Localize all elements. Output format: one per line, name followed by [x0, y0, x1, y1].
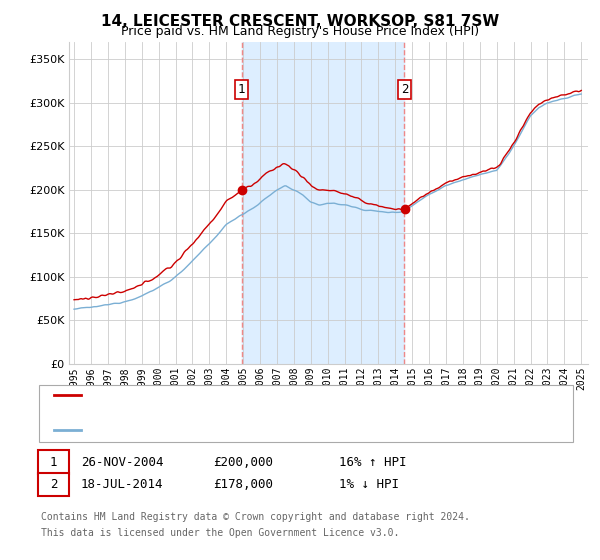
Text: Contains HM Land Registry data © Crown copyright and database right 2024.: Contains HM Land Registry data © Crown c… [41, 512, 470, 522]
Text: 18-JUL-2014: 18-JUL-2014 [81, 478, 163, 491]
Text: 16% ↑ HPI: 16% ↑ HPI [339, 455, 407, 469]
Text: 1% ↓ HPI: 1% ↓ HPI [339, 478, 399, 491]
Text: 1: 1 [50, 455, 57, 469]
Text: 2: 2 [50, 478, 57, 491]
Text: 14, LEICESTER CRESCENT, WORKSOP, S81 7SW: 14, LEICESTER CRESCENT, WORKSOP, S81 7SW [101, 14, 499, 29]
Text: £200,000: £200,000 [213, 455, 273, 469]
Text: 2: 2 [401, 83, 408, 96]
Text: 1: 1 [238, 83, 245, 96]
Text: HPI: Average price, detached house, Bassetlaw: HPI: Average price, detached house, Bass… [87, 424, 391, 435]
Text: 26-NOV-2004: 26-NOV-2004 [81, 455, 163, 469]
Bar [242, 42, 404, 364]
Text: £178,000: £178,000 [213, 478, 273, 491]
Text: 14, LEICESTER CRESCENT, WORKSOP, S81 7SW (detached house): 14, LEICESTER CRESCENT, WORKSOP, S81 7SW… [87, 390, 472, 400]
Text: Price paid vs. HM Land Registry's House Price Index (HPI): Price paid vs. HM Land Registry's House … [121, 25, 479, 38]
Text: This data is licensed under the Open Government Licence v3.0.: This data is licensed under the Open Gov… [41, 528, 399, 538]
